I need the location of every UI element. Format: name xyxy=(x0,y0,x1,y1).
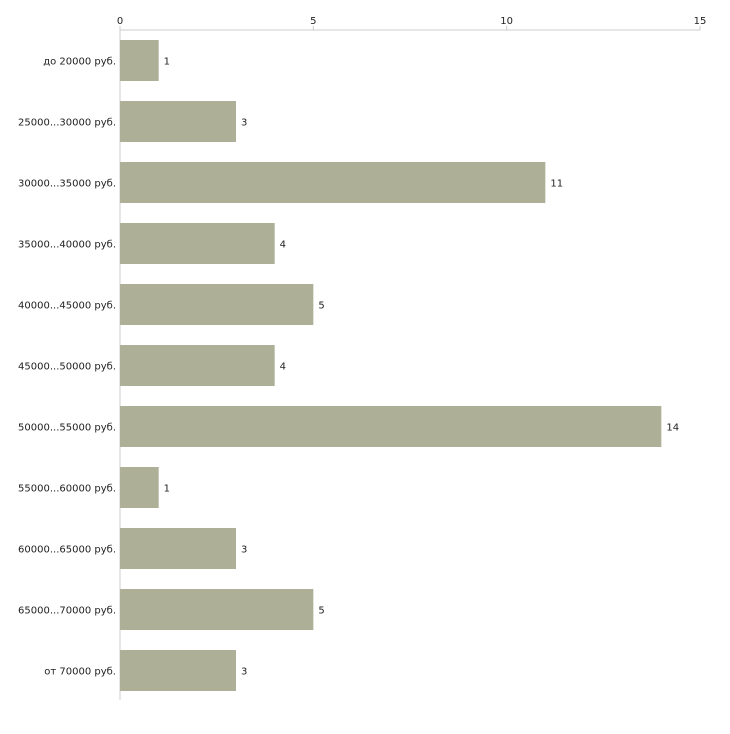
bar xyxy=(120,467,159,508)
value-label: 5 xyxy=(318,301,324,312)
bar xyxy=(120,528,236,569)
bar xyxy=(120,406,662,447)
value-label: 3 xyxy=(241,545,247,556)
value-label: 4 xyxy=(280,362,286,373)
value-label: 4 xyxy=(280,240,286,251)
bar xyxy=(120,162,546,203)
value-label: 3 xyxy=(241,667,247,678)
bar xyxy=(120,223,275,264)
category-label: 55000...60000 руб. xyxy=(18,484,116,495)
bar xyxy=(120,101,236,142)
value-label: 1 xyxy=(164,484,170,495)
value-label: 3 xyxy=(241,118,247,129)
category-label: до 20000 руб. xyxy=(43,57,116,68)
label-layer: до 20000 руб. 1 25000...30000 руб. 3 30000..… xyxy=(18,57,679,678)
x-tick-label: 0 xyxy=(117,16,123,27)
category-label: от 70000 руб. xyxy=(44,667,116,678)
bar xyxy=(120,589,314,630)
x-tick-label: 15 xyxy=(694,16,707,27)
value-label: 14 xyxy=(666,423,679,434)
category-label: 65000...70000 руб. xyxy=(18,606,116,617)
x-tick-label: 10 xyxy=(500,16,513,27)
category-label: 60000...65000 руб. xyxy=(18,545,116,556)
category-label: 50000...55000 руб. xyxy=(18,423,116,434)
bar xyxy=(120,284,314,325)
bar xyxy=(120,650,236,691)
value-label: 5 xyxy=(318,606,324,617)
category-label: 35000...40000 руб. xyxy=(18,240,116,251)
x-tick-label: 5 xyxy=(310,16,316,27)
category-label: 30000...35000 руб. xyxy=(18,179,116,190)
category-label: 45000...50000 руб. xyxy=(18,362,116,373)
category-label: 25000...30000 руб. xyxy=(18,118,116,129)
value-label: 1 xyxy=(164,57,170,68)
category-label: 40000...45000 руб. xyxy=(18,301,116,312)
bar xyxy=(120,40,159,81)
bar xyxy=(120,345,275,386)
value-label: 11 xyxy=(550,179,563,190)
bar-layer xyxy=(120,40,662,691)
